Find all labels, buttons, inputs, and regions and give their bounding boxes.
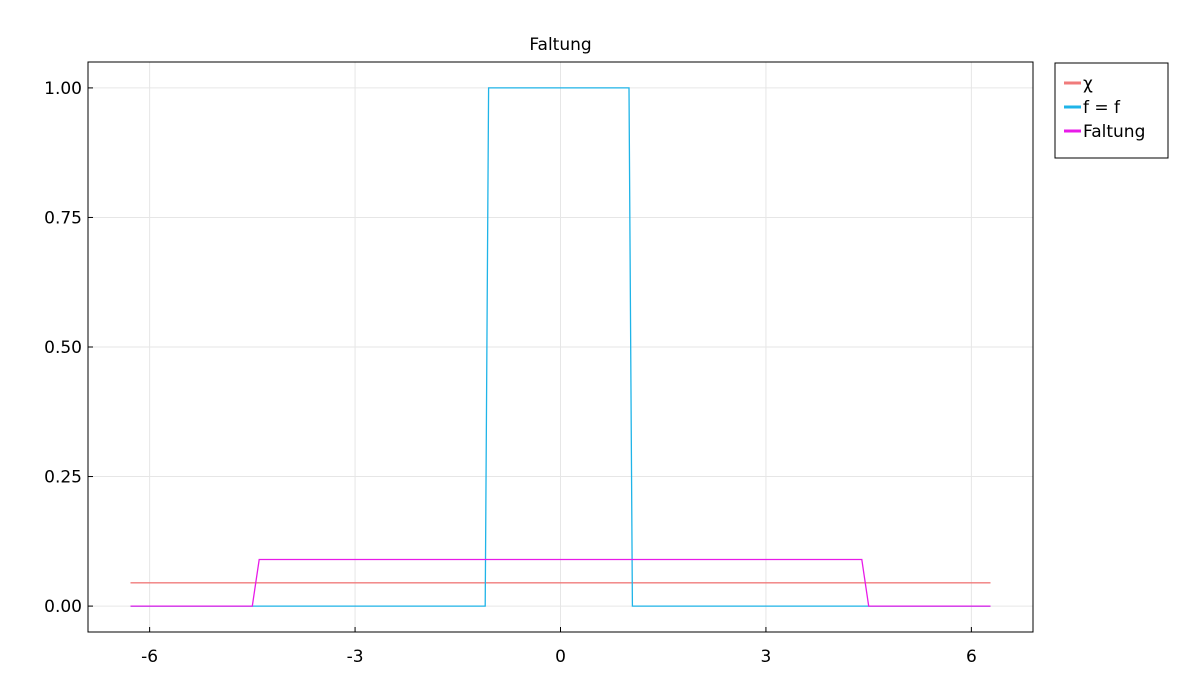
series-line-3 bbox=[130, 558, 991, 607]
x-tick-label: -6 bbox=[141, 647, 158, 667]
grid bbox=[88, 62, 1033, 632]
series-lines bbox=[130, 87, 991, 607]
axis-ticks: -6 -3 0 3 6 0.00 0.25 0.50 0.75 1.00 bbox=[44, 79, 977, 667]
series-line-2 bbox=[130, 87, 991, 607]
y-tick-label: 0.25 bbox=[44, 468, 82, 488]
chart-title: Faltung bbox=[529, 35, 591, 55]
y-tick-label: 1.00 bbox=[44, 79, 82, 99]
y-tick-label: 0.00 bbox=[44, 597, 82, 617]
x-tick-label: 6 bbox=[966, 647, 977, 667]
x-tick-label: -3 bbox=[347, 647, 364, 667]
legend: χ f = f Faltung bbox=[1054, 62, 1169, 159]
y-tick-label: 0.50 bbox=[44, 338, 82, 358]
x-tick-label: 3 bbox=[761, 647, 772, 667]
legend-entry-label: χ bbox=[1083, 74, 1093, 94]
legend-box bbox=[1054, 62, 1169, 159]
legend-entry-label: Faltung bbox=[1083, 122, 1145, 142]
x-tick-label: 0 bbox=[555, 647, 566, 667]
legend-entry-label: f = f bbox=[1083, 98, 1121, 118]
y-tick-label: 0.75 bbox=[44, 208, 82, 228]
